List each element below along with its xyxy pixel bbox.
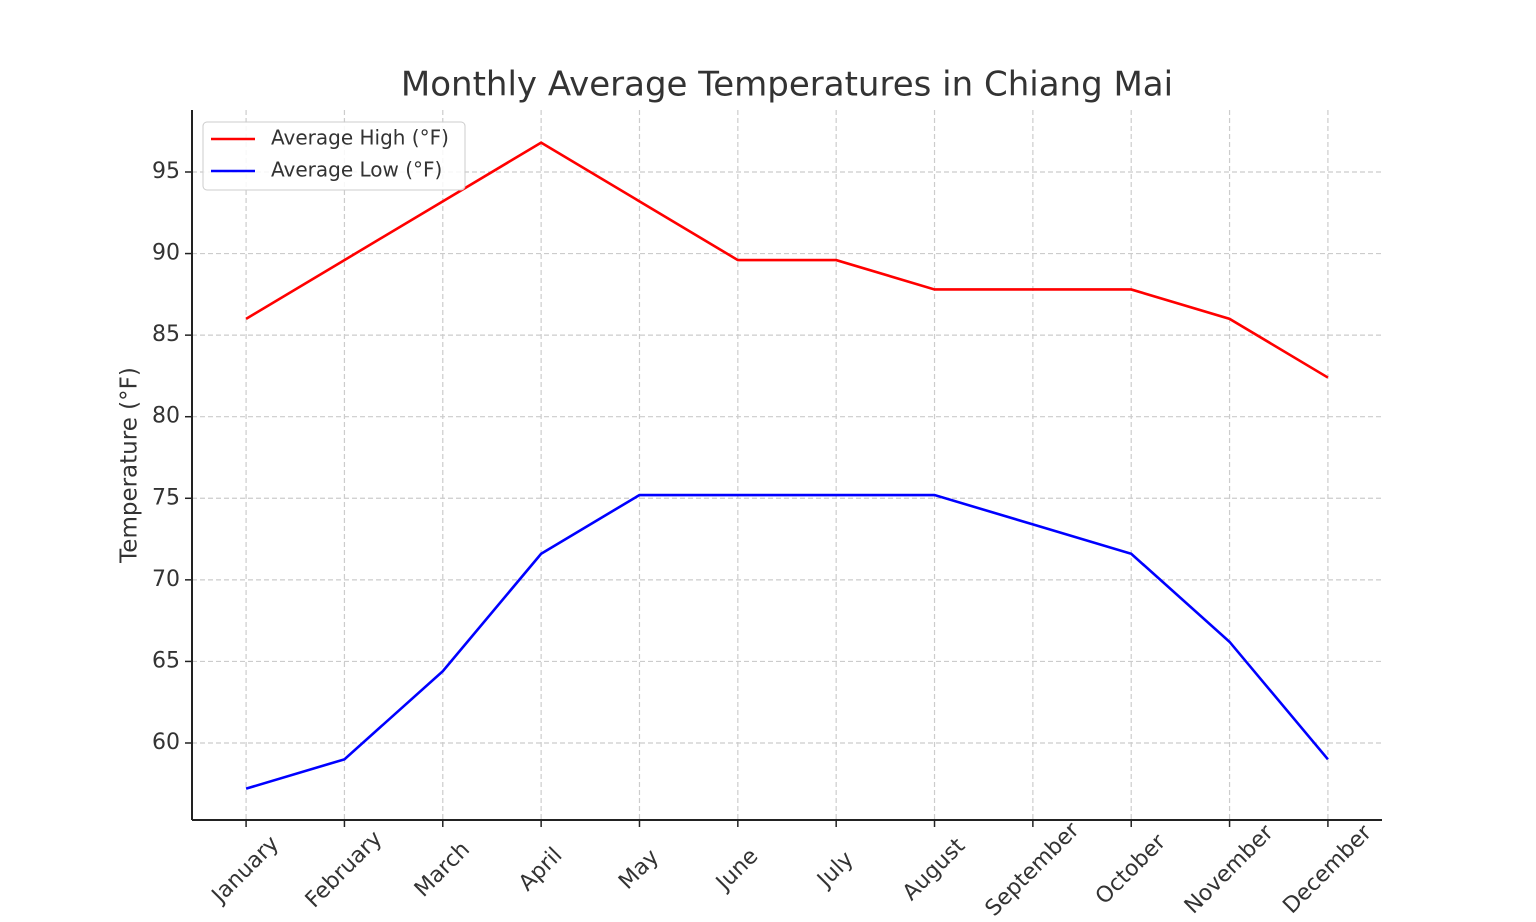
- x-tick-label: November: [1180, 820, 1279, 919]
- y-tick-label: 70: [152, 567, 180, 592]
- y-tick-label: 95: [152, 159, 180, 184]
- y-tick-label: 85: [152, 322, 180, 347]
- x-tick-label: January: [206, 831, 284, 909]
- x-tick-label: February: [301, 826, 388, 913]
- legend-label: Average High (°F): [271, 126, 449, 150]
- chart-title: Monthly Average Temperatures in Chiang M…: [401, 65, 1173, 105]
- y-tick-label: 65: [152, 648, 180, 673]
- legend-label: Average Low (°F): [271, 158, 442, 182]
- x-tick-label: July: [812, 847, 859, 894]
- legend-box: [202, 121, 466, 191]
- y-axis-label: Temperature (°F): [117, 367, 143, 564]
- series-line: [245, 493, 1329, 790]
- x-tick-label: May: [614, 845, 664, 895]
- x-tick-label: June: [710, 844, 763, 897]
- y-tick-label: 80: [152, 404, 180, 429]
- y-tick-label: 60: [152, 730, 180, 755]
- x-tick-label: March: [410, 837, 475, 902]
- x-tick-label: October: [1091, 829, 1172, 910]
- y-tick-label: 75: [152, 485, 180, 510]
- x-tick-label: December: [1278, 820, 1377, 919]
- series-line: [245, 141, 1329, 379]
- y-tick-label: 90: [152, 241, 180, 266]
- x-tick-label: April: [514, 843, 567, 896]
- legend: Average High (°F) Average Low (°F): [202, 121, 466, 191]
- x-tick-label: September: [981, 817, 1085, 921]
- x-tick-label: August: [898, 833, 970, 905]
